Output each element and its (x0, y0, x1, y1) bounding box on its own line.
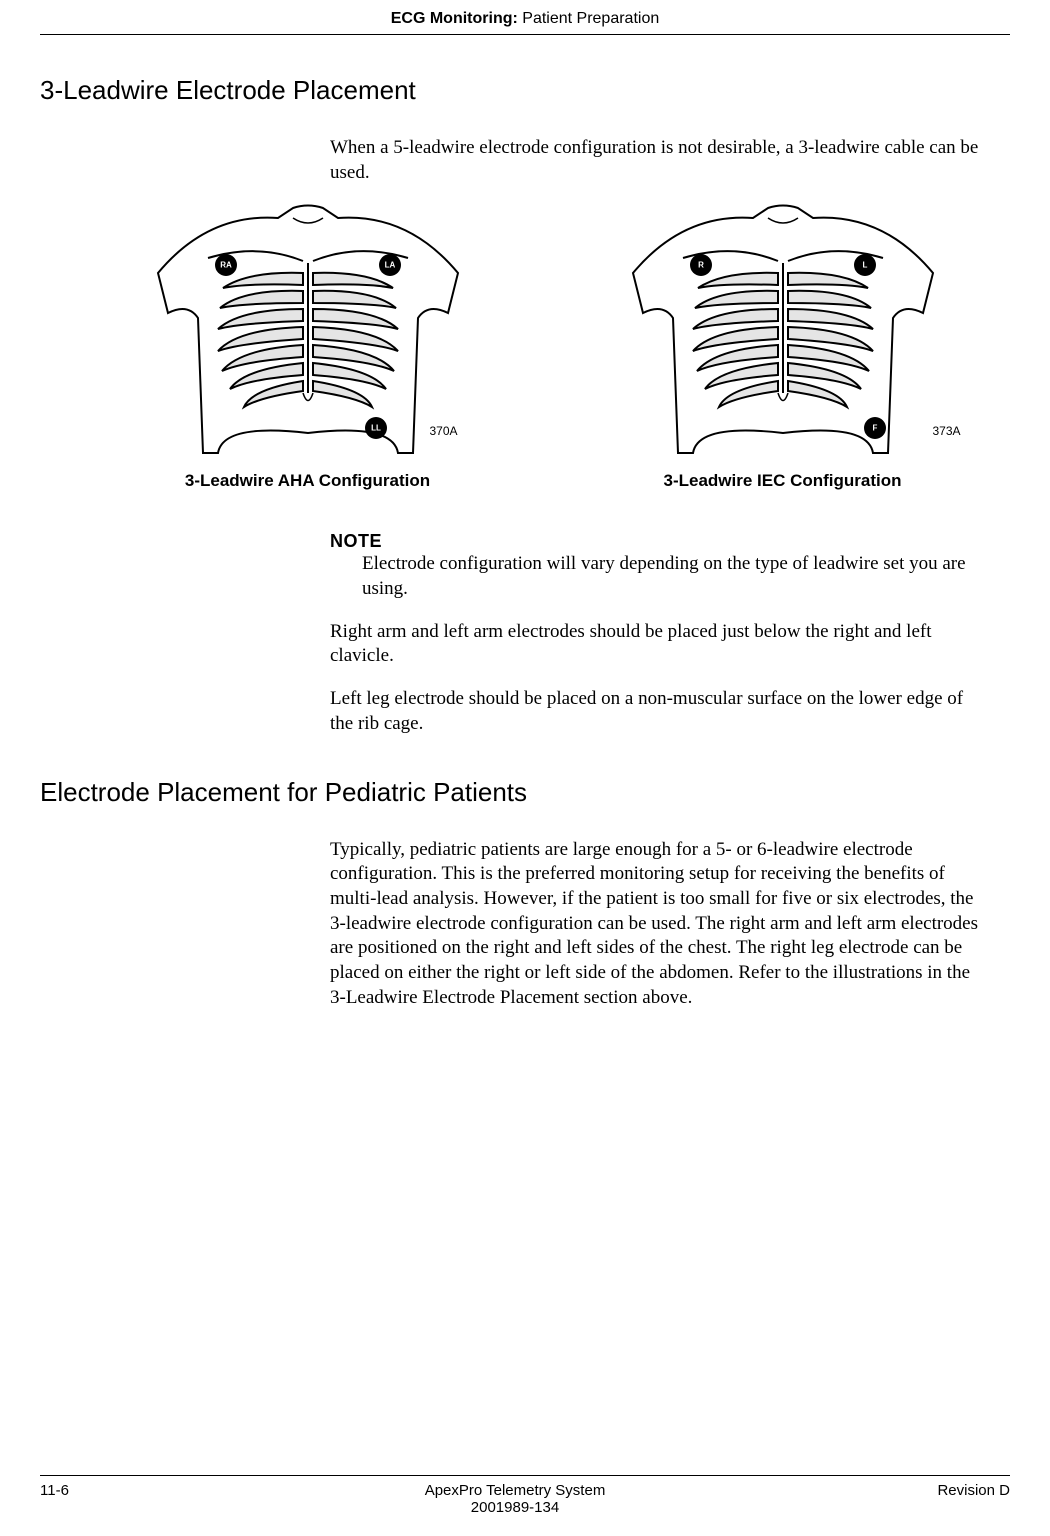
section-title-1: 3-Leadwire Electrode Placement (40, 75, 1010, 106)
header-rest: Patient Preparation (518, 10, 659, 27)
diagram-aha: RA LA LL 370A 3-Leadwire AHA Configurati… (100, 203, 515, 491)
section-title-2: Electrode Placement for Pediatric Patien… (40, 777, 1010, 808)
diagrams-row: RA LA LL 370A 3-Leadwire AHA Configurati… (100, 203, 990, 491)
note-text: Electrode configuration will vary depend… (362, 552, 980, 601)
electrode-r: R (698, 261, 704, 270)
electrode-ll: LL (371, 424, 381, 433)
electrode-ra: RA (220, 261, 232, 270)
figure-code-right: 373A (932, 424, 960, 438)
caption-iec: 3-Leadwire IEC Configuration (663, 471, 901, 491)
note-block: NOTE Electrode configuration will vary d… (330, 531, 980, 601)
pediatric-text: Typically, pediatric patients are large … (330, 838, 980, 1011)
figure-code-left: 370A (429, 424, 457, 438)
footer-center2: 2001989-134 (140, 1499, 890, 1516)
diagram-iec: R L F 373A 3-Leadwire IEC Configuration (575, 203, 990, 491)
header-bold: ECG Monitoring: (391, 10, 518, 27)
note-label: NOTE (330, 531, 980, 552)
caption-aha: 3-Leadwire AHA Configuration (185, 471, 430, 491)
intro-text: When a 5-leadwire electrode configuratio… (330, 136, 980, 185)
electrode-la: LA (384, 261, 395, 270)
footer-page: 11-6 (40, 1482, 140, 1516)
footer-center1: ApexPro Telemetry System (140, 1482, 890, 1499)
page-header: ECG Monitoring: Patient Preparation (40, 0, 1010, 35)
electrode-l: L (862, 261, 867, 270)
torso-diagram-aha: RA LA LL (148, 203, 468, 463)
footer-revision: Revision D (890, 1482, 1010, 1516)
body-p2: Left leg electrode should be placed on a… (330, 687, 980, 736)
page-footer: 11-6 ApexPro Telemetry System 2001989-13… (40, 1475, 1010, 1516)
torso-diagram-iec: R L F (623, 203, 943, 463)
electrode-f: F (872, 424, 877, 433)
body-p1: Right arm and left arm electrodes should… (330, 620, 980, 669)
